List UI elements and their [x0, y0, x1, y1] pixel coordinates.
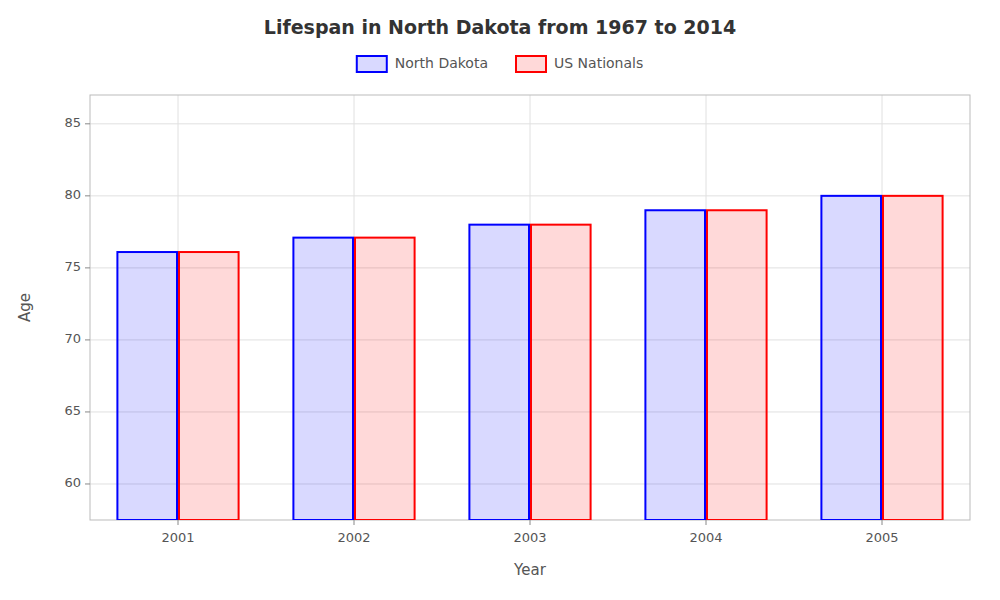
x-tick: [706, 520, 707, 525]
bar: [645, 210, 705, 520]
y-axis: 60 65 70 75 80 85: [64, 115, 90, 490]
legend: North Dakota US Nationals: [357, 55, 643, 72]
legend-item: North Dakota: [357, 55, 488, 72]
bar: [355, 238, 415, 520]
y-tick: [85, 483, 90, 484]
y-tick-label: 65: [64, 403, 81, 418]
x-axis: 2001 2002 2003 2004 2005: [161, 520, 898, 545]
chart-container: 60 65 70 75 80 85 2001 2002 2003 2004 2005 Year Age L…: [0, 0, 1000, 600]
bar: [179, 252, 239, 520]
legend-label: US Nationals: [554, 55, 643, 71]
legend-swatch: [357, 56, 387, 72]
x-axis-label: Year: [513, 561, 547, 579]
y-tick-label: 70: [64, 331, 81, 346]
x-tick-label: 2001: [161, 530, 194, 545]
bar: [883, 196, 943, 520]
bar: [821, 196, 881, 520]
y-tick: [85, 123, 90, 124]
y-tick-label: 60: [64, 475, 81, 490]
y-tick-label: 80: [64, 187, 81, 202]
y-tick-label: 75: [64, 259, 81, 274]
x-tick: [354, 520, 355, 525]
plot-frame: [90, 95, 970, 520]
title: Lifespan in North Dakota from 1967 to 20…: [264, 16, 736, 38]
x-tick-label: 2003: [513, 530, 546, 545]
y-tick-label: 85: [64, 115, 81, 130]
legend-label: North Dakota: [395, 55, 488, 71]
x-tick-label: 2004: [689, 530, 722, 545]
y-tick: [85, 339, 90, 340]
grid: [90, 95, 970, 520]
x-tick-label: 2002: [337, 530, 370, 545]
bar: [531, 225, 591, 520]
bar: [117, 252, 177, 520]
x-tick-label: 2005: [865, 530, 898, 545]
y-tick: [85, 267, 90, 268]
y-tick: [85, 195, 90, 196]
bar: [707, 210, 767, 520]
legend-swatch: [516, 56, 546, 72]
bar: [469, 225, 529, 520]
x-tick: [530, 520, 531, 525]
bar: [293, 238, 353, 520]
legend-item: US Nationals: [516, 55, 643, 72]
y-tick: [85, 411, 90, 412]
bars: [117, 196, 942, 520]
x-tick: [882, 520, 883, 525]
x-tick: [178, 520, 179, 525]
chart: 60 65 70 75 80 85 2001 2002 2003 2004 2005 Year Age L…: [0, 0, 1000, 600]
y-axis-label: Age: [16, 293, 34, 322]
